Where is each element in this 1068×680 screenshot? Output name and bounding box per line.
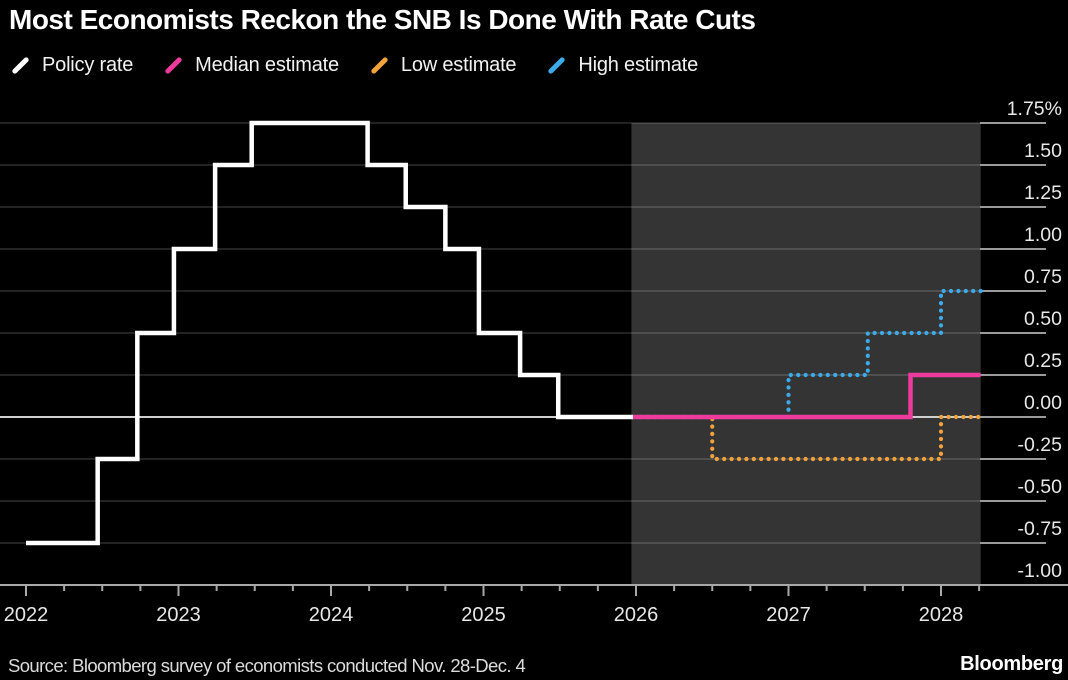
legend-item-median-estimate: Median estimate [163, 54, 339, 77]
y-axis-label: 1.50 [1024, 140, 1062, 162]
rate-chart: 1.75% 1.50 1.25 1.00 0.75 0.50 0.25 0.00 -0.25 -0… [0, 98, 1068, 626]
y-axis-label: 1.25 [1024, 182, 1062, 204]
y-axis-label: 1.00 [1024, 224, 1062, 246]
y-axis-label: 1.75% [1007, 98, 1062, 120]
y-axis-label: 0.75 [1024, 266, 1062, 288]
x-axis-label: 2024 [309, 604, 354, 626]
x-axis-label: 2025 [461, 604, 506, 626]
x-axis-label: 2028 [919, 604, 964, 626]
legend-item-high-estimate: High estimate [546, 54, 698, 77]
legend-label: Policy rate [42, 54, 134, 76]
y-axis-label: -0.25 [1018, 434, 1063, 456]
y-axis-label: -0.50 [1018, 476, 1063, 498]
chart-title: Most Economists Reckon the SNB Is Done W… [9, 4, 756, 35]
bloomberg-logo: Bloomberg [960, 653, 1063, 675]
legend-item-policy-rate: Policy rate [10, 54, 133, 77]
x-axis-label: 2027 [766, 604, 811, 626]
legend-label: Median estimate [195, 54, 339, 76]
x-axis-label: 2026 [614, 604, 659, 626]
legend-item-low-estimate: Low estimate [369, 54, 517, 77]
x-axis-label: 2023 [156, 604, 201, 626]
y-axis-label: -1.00 [1018, 560, 1063, 582]
series-line-high-estimate [630, 288, 983, 420]
legend-label: High estimate [578, 54, 699, 76]
y-axis-label: 0.00 [1024, 392, 1062, 414]
forecast-region [631, 123, 981, 585]
x-axis-label: 2022 [4, 604, 49, 626]
y-axis-label: 0.25 [1024, 350, 1062, 372]
legend: Policy rate Median estimate Low estimate… [10, 54, 698, 77]
source-note: Source: Bloomberg survey of economists c… [8, 655, 526, 676]
series-line-policy-rate [26, 120, 633, 546]
y-axis-label: 0.50 [1024, 308, 1062, 330]
y-axis-label: -0.75 [1018, 518, 1063, 540]
series-line-median-estimate [632, 372, 981, 420]
legend-label: Low estimate [400, 54, 517, 76]
